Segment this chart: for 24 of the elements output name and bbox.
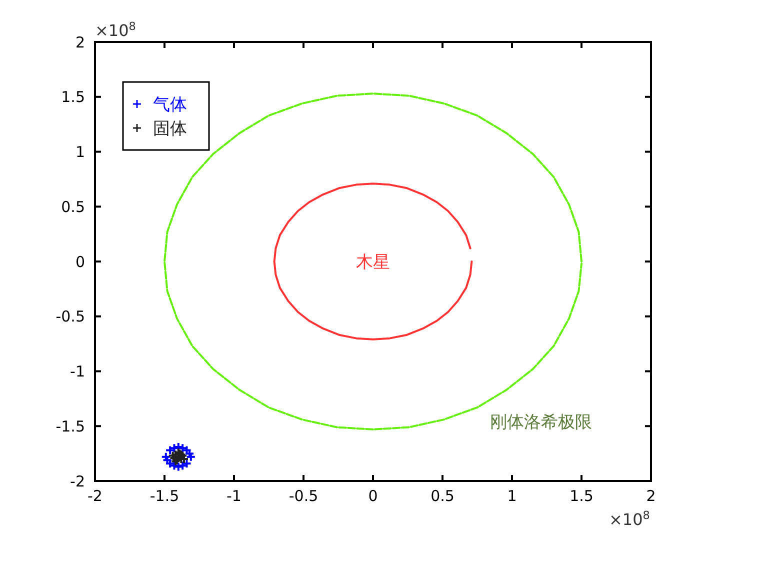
x-tick-label: -2 (88, 487, 102, 505)
x-tick-label: 2 (646, 487, 656, 505)
y-tick-label: -1 (70, 362, 85, 380)
text: ×10$^{8}$ (95, 20, 136, 40)
x-tick-label: -1.5 (150, 487, 180, 505)
y-tick-label: 0 (75, 252, 85, 271)
x-tick-label: 0.5 (430, 487, 454, 505)
y-tick-label: 1 (75, 143, 85, 161)
y-tick-label: -0.5 (56, 308, 85, 326)
x-tick-label: 1 (507, 487, 517, 505)
y-tick-label: 1.5 (61, 88, 85, 106)
text: ×10$^{8}$ (609, 508, 650, 529)
y-tick-label: -2 (70, 472, 85, 490)
annotation: 刚体洛希极限 (490, 412, 592, 433)
x-tick-label: 0 (368, 487, 378, 505)
x-tick-label: -1 (226, 487, 242, 505)
legend-label: 气体 (153, 94, 187, 115)
legend-label: 固体 (153, 118, 187, 139)
y-tick-label: -1.5 (56, 417, 85, 436)
x-tick-label: -0.5 (288, 487, 318, 505)
y-tick-label: 2 (75, 33, 85, 52)
y-tick-label: 0.5 (61, 198, 85, 216)
annotation: 木星 (356, 252, 390, 272)
x-tick-label: 1.5 (570, 487, 594, 505)
